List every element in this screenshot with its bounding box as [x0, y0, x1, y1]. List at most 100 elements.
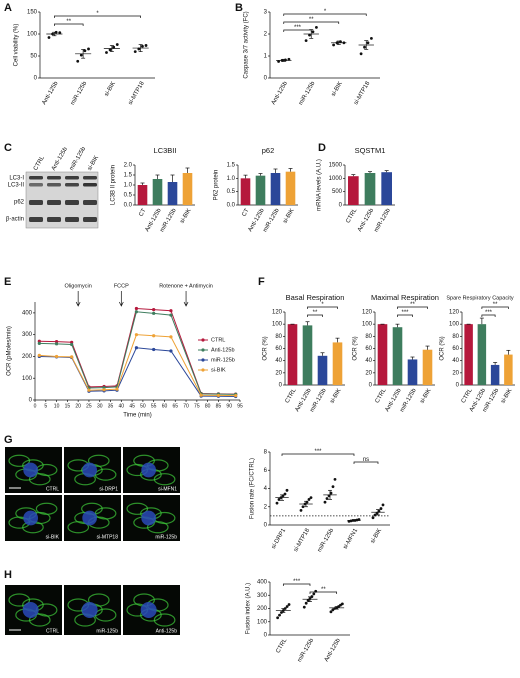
- y-tick-label: 80: [275, 334, 282, 340]
- data-point: [359, 52, 363, 56]
- y-axis-label: Fusion index (A.U.): [246, 583, 252, 634]
- data-point: [115, 43, 119, 46]
- significance-bracket: [281, 453, 355, 456]
- y-tick-label: 300: [257, 593, 268, 599]
- y-tick-label: 0.5: [227, 189, 236, 195]
- bar: [490, 364, 500, 385]
- y-tick-label: 0.0: [227, 203, 236, 209]
- series-marker: [152, 347, 156, 352]
- series-line: [39, 311, 236, 395]
- blot-band: [65, 217, 79, 222]
- chart-title: SQSTM1: [355, 146, 386, 155]
- legend-marker: [201, 358, 205, 362]
- series-line: [39, 347, 236, 398]
- data-point: [307, 498, 311, 501]
- y-axis-label: OCR (%): [353, 336, 359, 360]
- bar: [287, 324, 298, 385]
- data-point: [105, 51, 108, 54]
- y-axis-label: OCR (%): [263, 336, 269, 360]
- panel-letter: E: [4, 276, 11, 288]
- data-point: [309, 496, 313, 500]
- x-tick-label: 55: [151, 403, 157, 409]
- significance-label: ***: [314, 449, 322, 455]
- y-axis-label: Caspase 3/7 activity (FC): [244, 11, 250, 78]
- data-point: [275, 501, 279, 505]
- mitochondria: [126, 502, 149, 515]
- y-tick-label: 0: [456, 383, 460, 389]
- image-label: miR-125b: [96, 628, 118, 634]
- bar: [504, 354, 513, 385]
- y-axis-label: Fusion rate (FC/CTRL): [250, 458, 256, 519]
- y-tick-label: 40: [452, 358, 459, 364]
- y-tick-label: 150: [27, 10, 38, 16]
- x-tick-label: CT: [241, 208, 250, 218]
- bar: [137, 185, 148, 205]
- x-tick-label: si-BIK: [419, 388, 432, 405]
- data-point: [315, 26, 318, 29]
- legend-marker: [201, 338, 205, 342]
- data-point: [87, 47, 90, 51]
- series-marker: [169, 349, 173, 353]
- image-label: CTRL: [46, 486, 59, 492]
- y-axis-label: Cell viability (%): [14, 24, 20, 67]
- data-point: [276, 616, 280, 620]
- significance-bracket: [397, 306, 428, 309]
- significance-bracket: [282, 583, 311, 586]
- y-tick-label: 60: [275, 346, 282, 352]
- image-label: si-MFN1: [158, 486, 177, 492]
- y-tick-label: 120: [272, 310, 283, 316]
- series-marker: [102, 388, 106, 392]
- y-tick-label: 100: [272, 322, 283, 328]
- significance-bracket: [283, 21, 340, 24]
- data-point: [304, 39, 308, 42]
- y-tick-label: 0: [369, 383, 373, 389]
- y-tick-label: 3: [264, 10, 268, 16]
- y-tick-label: 500: [332, 189, 343, 195]
- data-point: [308, 33, 311, 37]
- row-label: LC3-II: [8, 183, 25, 189]
- x-tick-label: 45: [129, 403, 135, 409]
- y-tick-label: 20: [275, 370, 282, 376]
- chart-title: LC3BII: [154, 146, 177, 155]
- y-tick-label: 200: [22, 354, 33, 360]
- annotation: FCCP: [114, 283, 129, 289]
- y-tick-label: 1: [264, 54, 268, 60]
- data-point: [112, 45, 116, 49]
- row-label: p62: [14, 200, 25, 206]
- blot-band: [47, 217, 61, 222]
- y-tick-label: 120: [362, 310, 373, 316]
- x-tick-label: si-BIK: [331, 81, 344, 98]
- mitochondria: [153, 613, 176, 627]
- x-tick-label: 75: [194, 403, 200, 409]
- y-tick-label: 1.0: [227, 176, 236, 182]
- y-tick-label: 40: [275, 358, 282, 364]
- x-tick-label: CTRL: [285, 387, 298, 404]
- x-tick-label: 95: [237, 403, 243, 409]
- data-point: [366, 41, 370, 45]
- image-label: CTRL: [46, 628, 59, 634]
- y-tick-label: 4: [264, 486, 268, 492]
- x-tick-label: 70: [183, 403, 189, 409]
- x-tick-label: si-BIK: [500, 388, 513, 405]
- series-marker: [199, 393, 203, 397]
- series-marker: [37, 341, 41, 345]
- blot-band: [47, 183, 61, 187]
- y-tick-label: 20: [365, 370, 372, 376]
- image-label: Anti-125b: [156, 628, 178, 634]
- significance-label: **: [313, 310, 318, 316]
- panel-letter: B: [235, 2, 243, 14]
- x-tick-label: miR-125b: [70, 80, 89, 106]
- bar: [332, 342, 343, 385]
- significance-bracket: [283, 29, 312, 32]
- nucleus: [22, 602, 39, 618]
- bar: [240, 178, 251, 205]
- series-line: [39, 334, 236, 397]
- series-marker: [152, 311, 156, 315]
- chart-title: Maximal Respiration: [371, 293, 439, 302]
- data-point: [329, 610, 333, 614]
- bar: [270, 173, 281, 205]
- bar: [364, 173, 376, 205]
- nucleus: [82, 510, 98, 526]
- series-marker: [134, 333, 139, 337]
- series-marker: [115, 387, 119, 391]
